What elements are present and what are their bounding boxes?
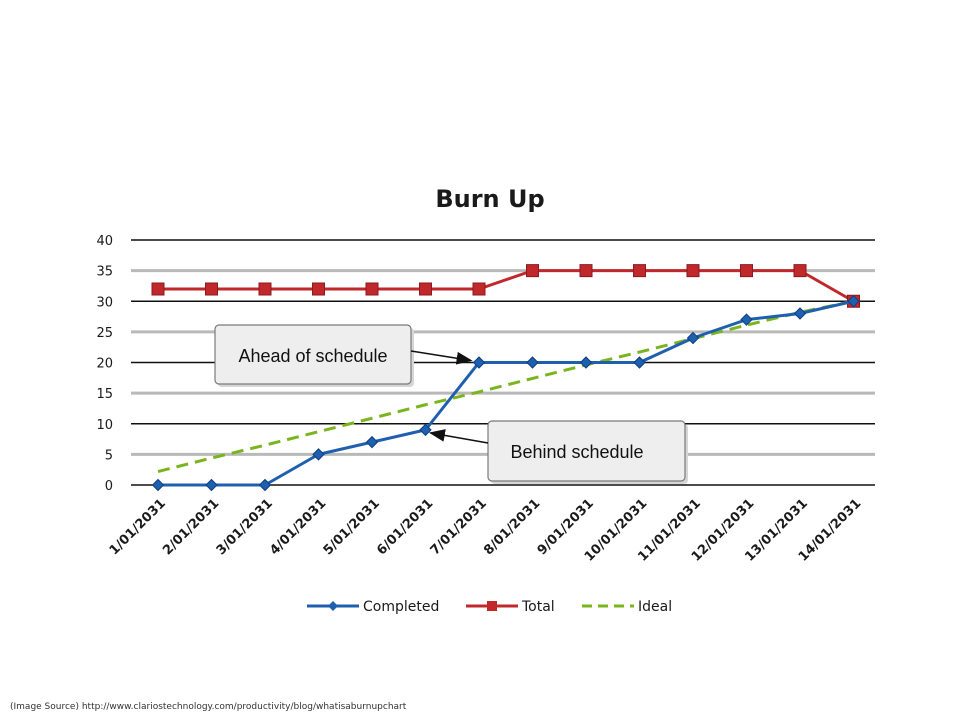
legend-label-ideal: Ideal — [638, 599, 672, 615]
data-point-total — [258, 282, 272, 296]
callout-label: Behind schedule — [510, 442, 643, 462]
data-point-completed — [312, 448, 325, 461]
callout-label: Ahead of schedule — [238, 346, 387, 366]
legend-marker-total — [487, 601, 497, 611]
y-tick-label: 5 — [105, 448, 113, 463]
data-point-completed — [472, 356, 486, 369]
x-tick-label: 5/01/2031 — [321, 496, 383, 558]
data-point-completed — [847, 295, 860, 308]
data-point-total — [365, 282, 379, 296]
data-point-total — [312, 282, 325, 296]
data-point-completed — [633, 356, 646, 369]
series-line-ideal — [157, 299, 854, 473]
data-point-completed — [365, 435, 379, 449]
data-point-total — [472, 282, 486, 296]
y-tick-label: 10 — [96, 418, 113, 433]
legend-item-total: Total — [466, 599, 555, 615]
legend-label-total: Total — [521, 599, 555, 615]
y-tick-label: 40 — [96, 234, 113, 249]
data-point-total — [205, 282, 218, 296]
x-tick-label: 4/01/2031 — [267, 496, 329, 558]
x-tick-label: 2/01/2031 — [160, 496, 222, 558]
y-tick-label: 25 — [96, 326, 113, 341]
data-point-completed — [793, 307, 807, 320]
x-tick-label: 1/01/2031 — [107, 496, 169, 558]
data-point-completed — [205, 478, 218, 492]
series-completed — [151, 295, 860, 492]
data-point-total — [740, 264, 753, 278]
x-tick-label: 8/01/2031 — [481, 496, 543, 558]
y-tick-label: 0 — [105, 479, 113, 494]
data-point-total — [686, 264, 700, 278]
callout-behind: Behind schedule — [428, 420, 688, 484]
data-point-completed — [579, 356, 593, 369]
data-point-completed — [258, 478, 272, 492]
y-tick-label: 35 — [96, 265, 113, 280]
callout-box — [214, 324, 412, 385]
annotations: Ahead of schedule Behind schedule — [214, 324, 688, 484]
x-tick-label: 6/01/2031 — [374, 496, 436, 558]
y-tick-label: 15 — [96, 387, 113, 402]
legend-label-completed: Completed — [363, 599, 439, 615]
data-point-completed — [419, 423, 432, 437]
legend-item-ideal: Ideal — [582, 599, 672, 615]
series-ideal — [157, 299, 854, 473]
data-point-completed — [740, 313, 753, 326]
series-total — [151, 264, 860, 308]
callout-arrow — [428, 429, 489, 444]
y-axis: 0 5 10 15 20 25 30 35 40 — [96, 234, 113, 494]
series-line-completed — [158, 299, 854, 487]
data-point-total — [793, 264, 807, 278]
y-tick-label: 30 — [96, 295, 113, 310]
x-axis: 1/01/20312/01/20313/01/20314/01/20315/01… — [107, 496, 865, 564]
data-point-total — [633, 264, 646, 278]
x-tick-label: 3/01/2031 — [214, 496, 276, 558]
data-point-total — [151, 282, 165, 296]
data-point-completed — [686, 331, 700, 345]
x-tick-label: 7/01/2031 — [428, 496, 490, 558]
y-tick-label: 20 — [96, 357, 113, 372]
data-point-total — [526, 264, 539, 278]
callout-arrow — [410, 350, 473, 365]
data-point-completed — [526, 356, 539, 369]
callout-ahead: Ahead of schedule — [214, 324, 473, 387]
series-line-total — [158, 269, 855, 303]
legend-marker-completed — [328, 601, 338, 611]
image-source-note: (Image Source) http://www.clariostechnol… — [10, 702, 407, 712]
chart-title: Burn Up — [435, 185, 544, 213]
legend: Completed Total Ideal — [307, 599, 672, 615]
series — [151, 264, 860, 492]
data-point-total — [579, 264, 593, 278]
data-point-total — [419, 282, 432, 296]
data-point-completed — [151, 478, 165, 492]
callout-box — [487, 420, 686, 482]
legend-item-completed: Completed — [307, 599, 439, 615]
